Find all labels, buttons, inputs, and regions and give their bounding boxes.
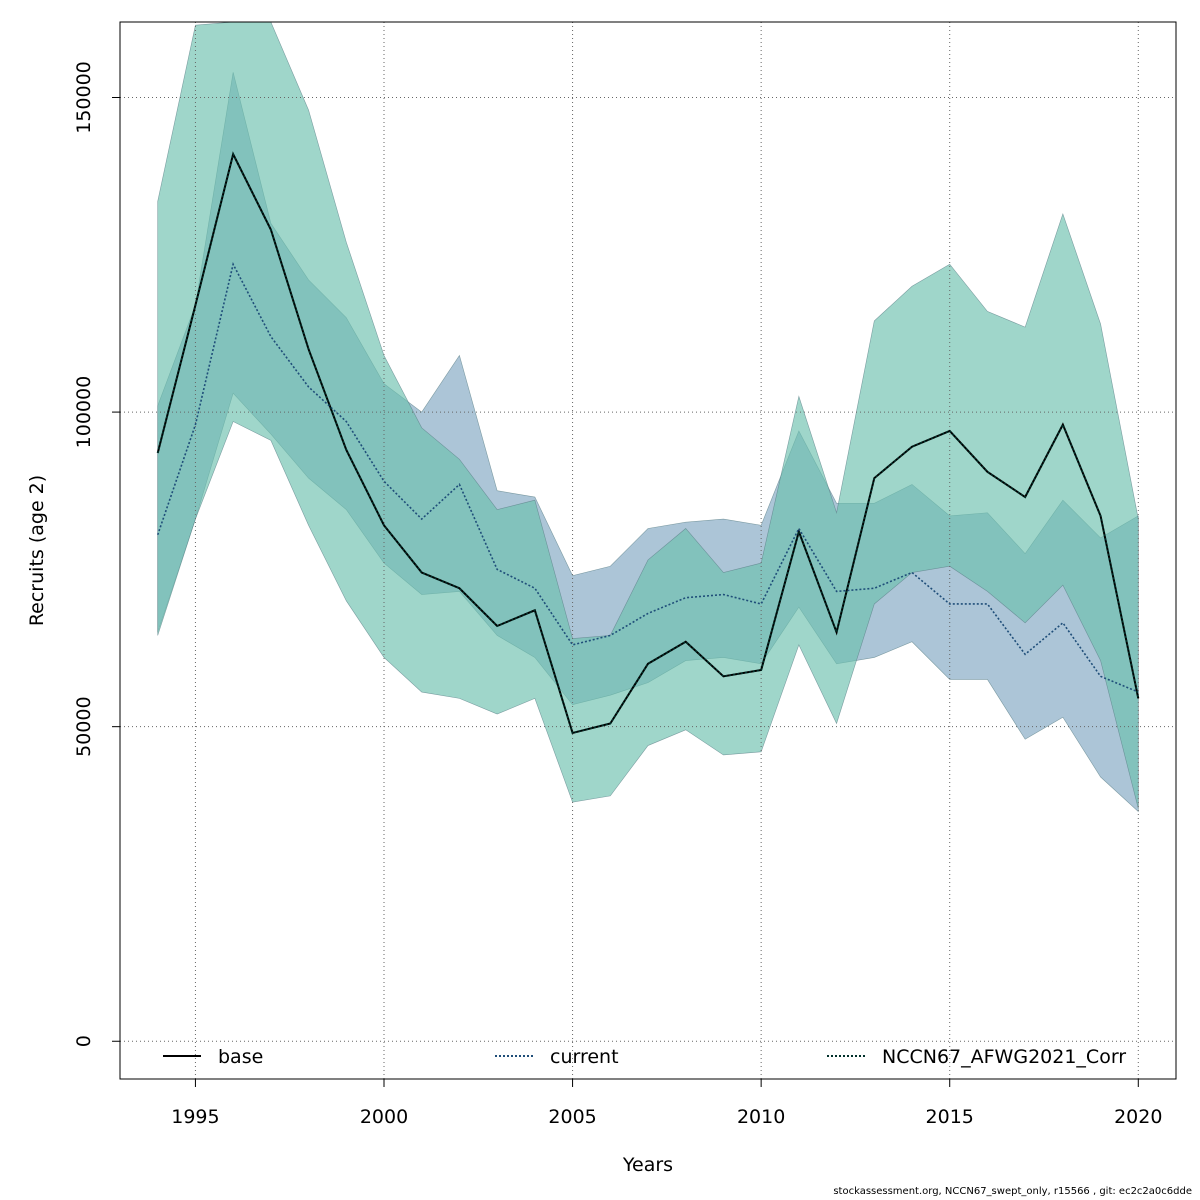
line-2: [156, 151, 1140, 734]
legend-label-2: NCCN67_AFWG2021_Corr: [882, 1046, 1126, 1068]
footer-credit: stockassessment.org, NCCN67_swept_only, …: [833, 1186, 1192, 1197]
x-tick-label-1995: 1995: [171, 1106, 219, 1128]
x-tick-label-2010: 2010: [737, 1106, 785, 1128]
axes: 1995 2000 2005 2010 2015 2020 0 50000 100000 1500…: [73, 61, 1162, 1128]
y-tick-label-150000: 150000: [73, 61, 95, 134]
y-tick-label-100000: 100000: [73, 376, 95, 449]
x-axis-label: Years: [622, 1154, 673, 1176]
band-2: [157, 21, 1139, 809]
legend: base current NCCN67_AFWG2021_Corr: [163, 1046, 1126, 1068]
line-1: [156, 261, 1139, 693]
confidence-bands: [157, 21, 1139, 813]
x-tick-label-2020: 2020: [1114, 1106, 1162, 1128]
x-tick-label-2005: 2005: [548, 1106, 596, 1128]
series-lines: [156, 151, 1140, 735]
legend-label-0: base: [218, 1046, 263, 1068]
x-tick-label-2000: 2000: [360, 1106, 408, 1128]
y-tick-label-0: 0: [73, 1035, 95, 1047]
x-tick-label-2015: 2015: [926, 1106, 974, 1128]
y-tick-label-50000: 50000: [73, 696, 95, 756]
grid-lines: [120, 22, 1176, 1079]
plot-frame: [119, 21, 1177, 1080]
legend-label-1: current: [550, 1046, 619, 1068]
y-axis-label: Recruits (age 2): [26, 475, 48, 626]
